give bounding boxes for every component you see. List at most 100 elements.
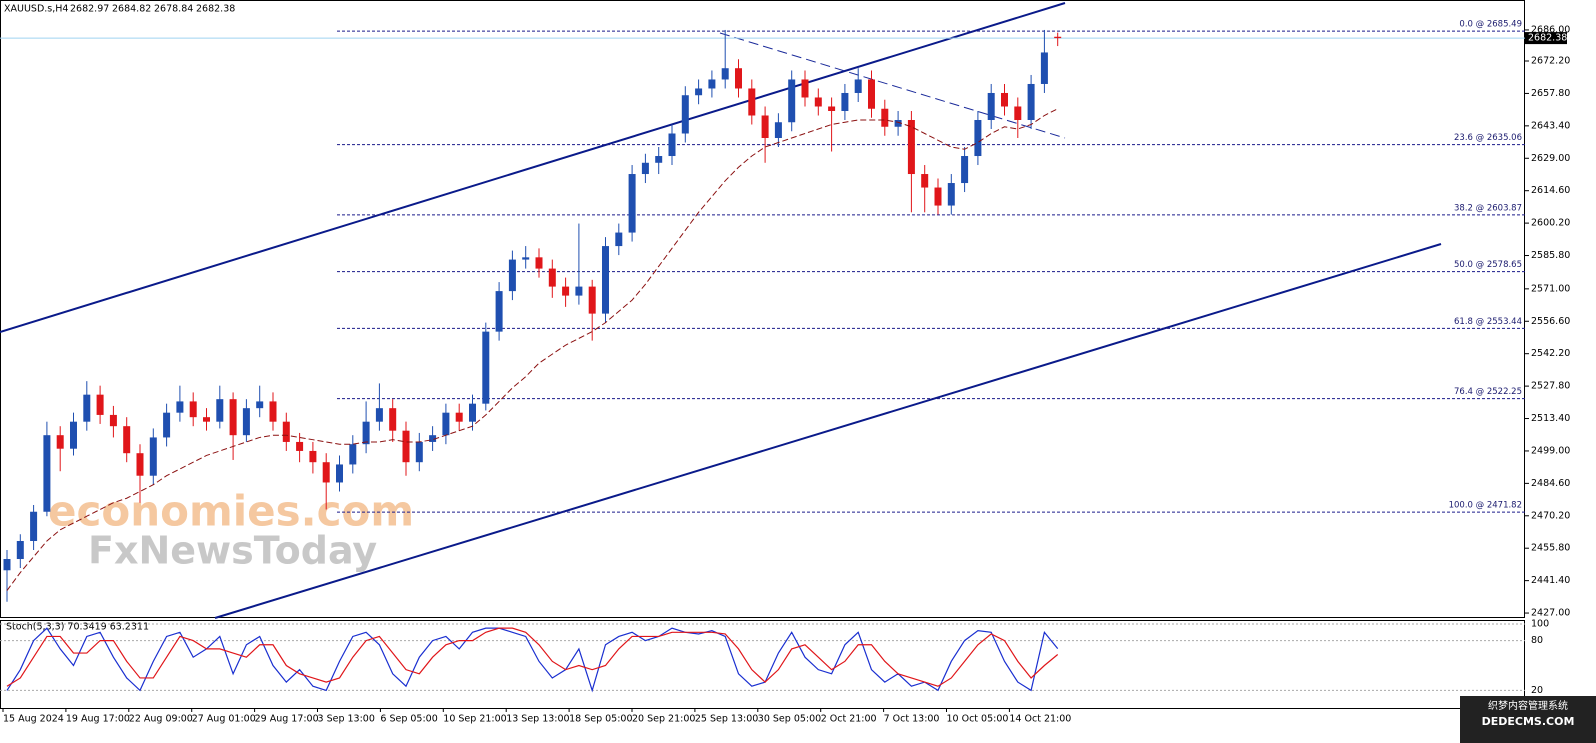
candle-body [495,291,503,332]
candle-body [655,156,663,163]
stoch-title: Stoch(5,3,3) 70.3419 63.2311 [6,622,149,633]
price-tag-bg [1525,32,1567,45]
stoch-line [6,627,1059,693]
candle-body [322,462,330,483]
candle-body [256,401,264,409]
candle-body [535,257,543,269]
fib-label: 61.8 @ 2553.44 [1454,317,1522,327]
candle-body [1027,83,1035,120]
corner-watermark: 织梦内容管理系统 [1488,699,1568,712]
y-tick-label: 2455.80 [1531,543,1570,554]
y-tick-label: 2571.00 [1531,283,1570,294]
watermark: economies.com FxNewsToday [48,487,414,573]
candle-body [562,286,570,296]
y-tick-label: 2556.60 [1531,316,1570,327]
x-tick-label: 29 Aug 17:00 [255,714,319,725]
candle-body [615,232,623,247]
channel-lower [214,243,1442,619]
y-tick-label: 2614.60 [1531,185,1570,196]
y-tick-label: 2542.20 [1531,348,1570,359]
candle-body [602,246,609,314]
channel-upper [0,2,1066,333]
candle-body [748,88,756,116]
candle-body [136,453,144,476]
candle-body [70,421,77,449]
x-tick-label: 6 Sep 05:00 [380,714,437,725]
candle-body [229,399,237,436]
y-tick-label: 2657.80 [1531,88,1570,99]
moving-average [6,108,1058,591]
y-tick-label: 2427.00 [1531,608,1570,619]
candle-body [974,119,982,157]
candle-body [83,394,91,422]
x-tick-label: 20 Sep 21:00 [632,714,695,725]
candle-body [708,79,716,89]
candle-body [269,401,277,422]
candle-body [522,257,530,260]
trend-line [719,32,1066,139]
candle-body [30,511,38,542]
candle-body [628,174,636,233]
candle-body [389,408,397,431]
candle-body [189,401,197,418]
y-tick-label: 80 [1531,635,1543,646]
candle-body [296,441,304,451]
candle-body [309,450,317,463]
x-tick-label: 3 Sep 13:00 [318,714,375,725]
candle-body [921,174,929,188]
y-tick-label: 2643.40 [1531,120,1570,131]
corner-watermark: DEDECMS.COM [1482,715,1575,728]
x-tick-label: 30 Sep 05:00 [758,714,821,725]
fib-label: 38.2 @ 2603.87 [1454,203,1522,213]
candle-body [109,414,117,427]
candle-body [735,68,742,89]
fib-label: 100.0 @ 2471.82 [1449,501,1522,511]
candle-body [761,115,769,139]
candle-body [721,68,729,80]
fib-label: 50.0 @ 2578.65 [1454,260,1522,270]
y-tick-label: 20 [1531,685,1543,696]
x-tick-label: 10 Sep 21:00 [443,714,506,725]
candle-body [469,403,476,422]
y-tick-label: 2600.20 [1531,218,1570,229]
candle-body [242,408,250,436]
candle-body [1054,36,1062,39]
candle-body [442,412,450,436]
y-tick-label: 2499.00 [1531,445,1570,456]
y-tick-label: 2585.80 [1531,250,1570,261]
candle-body [641,162,649,175]
candle-body [16,541,24,560]
y-tick-label: 2513.40 [1531,413,1570,424]
candle-body [362,421,370,445]
stoch-panel [0,620,1525,709]
x-tick-label: 22 Aug 09:00 [129,714,193,725]
candle-body [1040,52,1048,84]
main-panel [0,0,1525,618]
candle-body [828,106,836,111]
candle-body [176,401,184,413]
candle-body [163,412,171,438]
candle-body [548,268,556,287]
candle-body [455,412,463,422]
candle-body [336,464,343,483]
candle-body [43,435,51,512]
candle-body [961,156,969,184]
candle-body [934,187,942,206]
watermark-text: FxNewsToday [88,529,377,573]
candle-body [56,435,64,449]
candle-body [668,133,676,157]
candle-body [216,399,224,422]
price-tag: 2682.38 [1528,33,1567,44]
y-tick-label: 2441.40 [1531,575,1570,586]
candle-body [349,444,357,465]
candle-body [854,79,862,93]
candle-body [814,97,822,107]
x-tick-label: 19 Aug 17:00 [66,714,130,725]
candle-body [1014,106,1022,120]
candle-body [788,79,796,123]
fib-label: 0.0 @ 2685.49 [1459,20,1522,30]
watermark-text: economies.com [48,487,414,536]
candle-body [894,119,902,127]
candle-body [508,259,516,292]
